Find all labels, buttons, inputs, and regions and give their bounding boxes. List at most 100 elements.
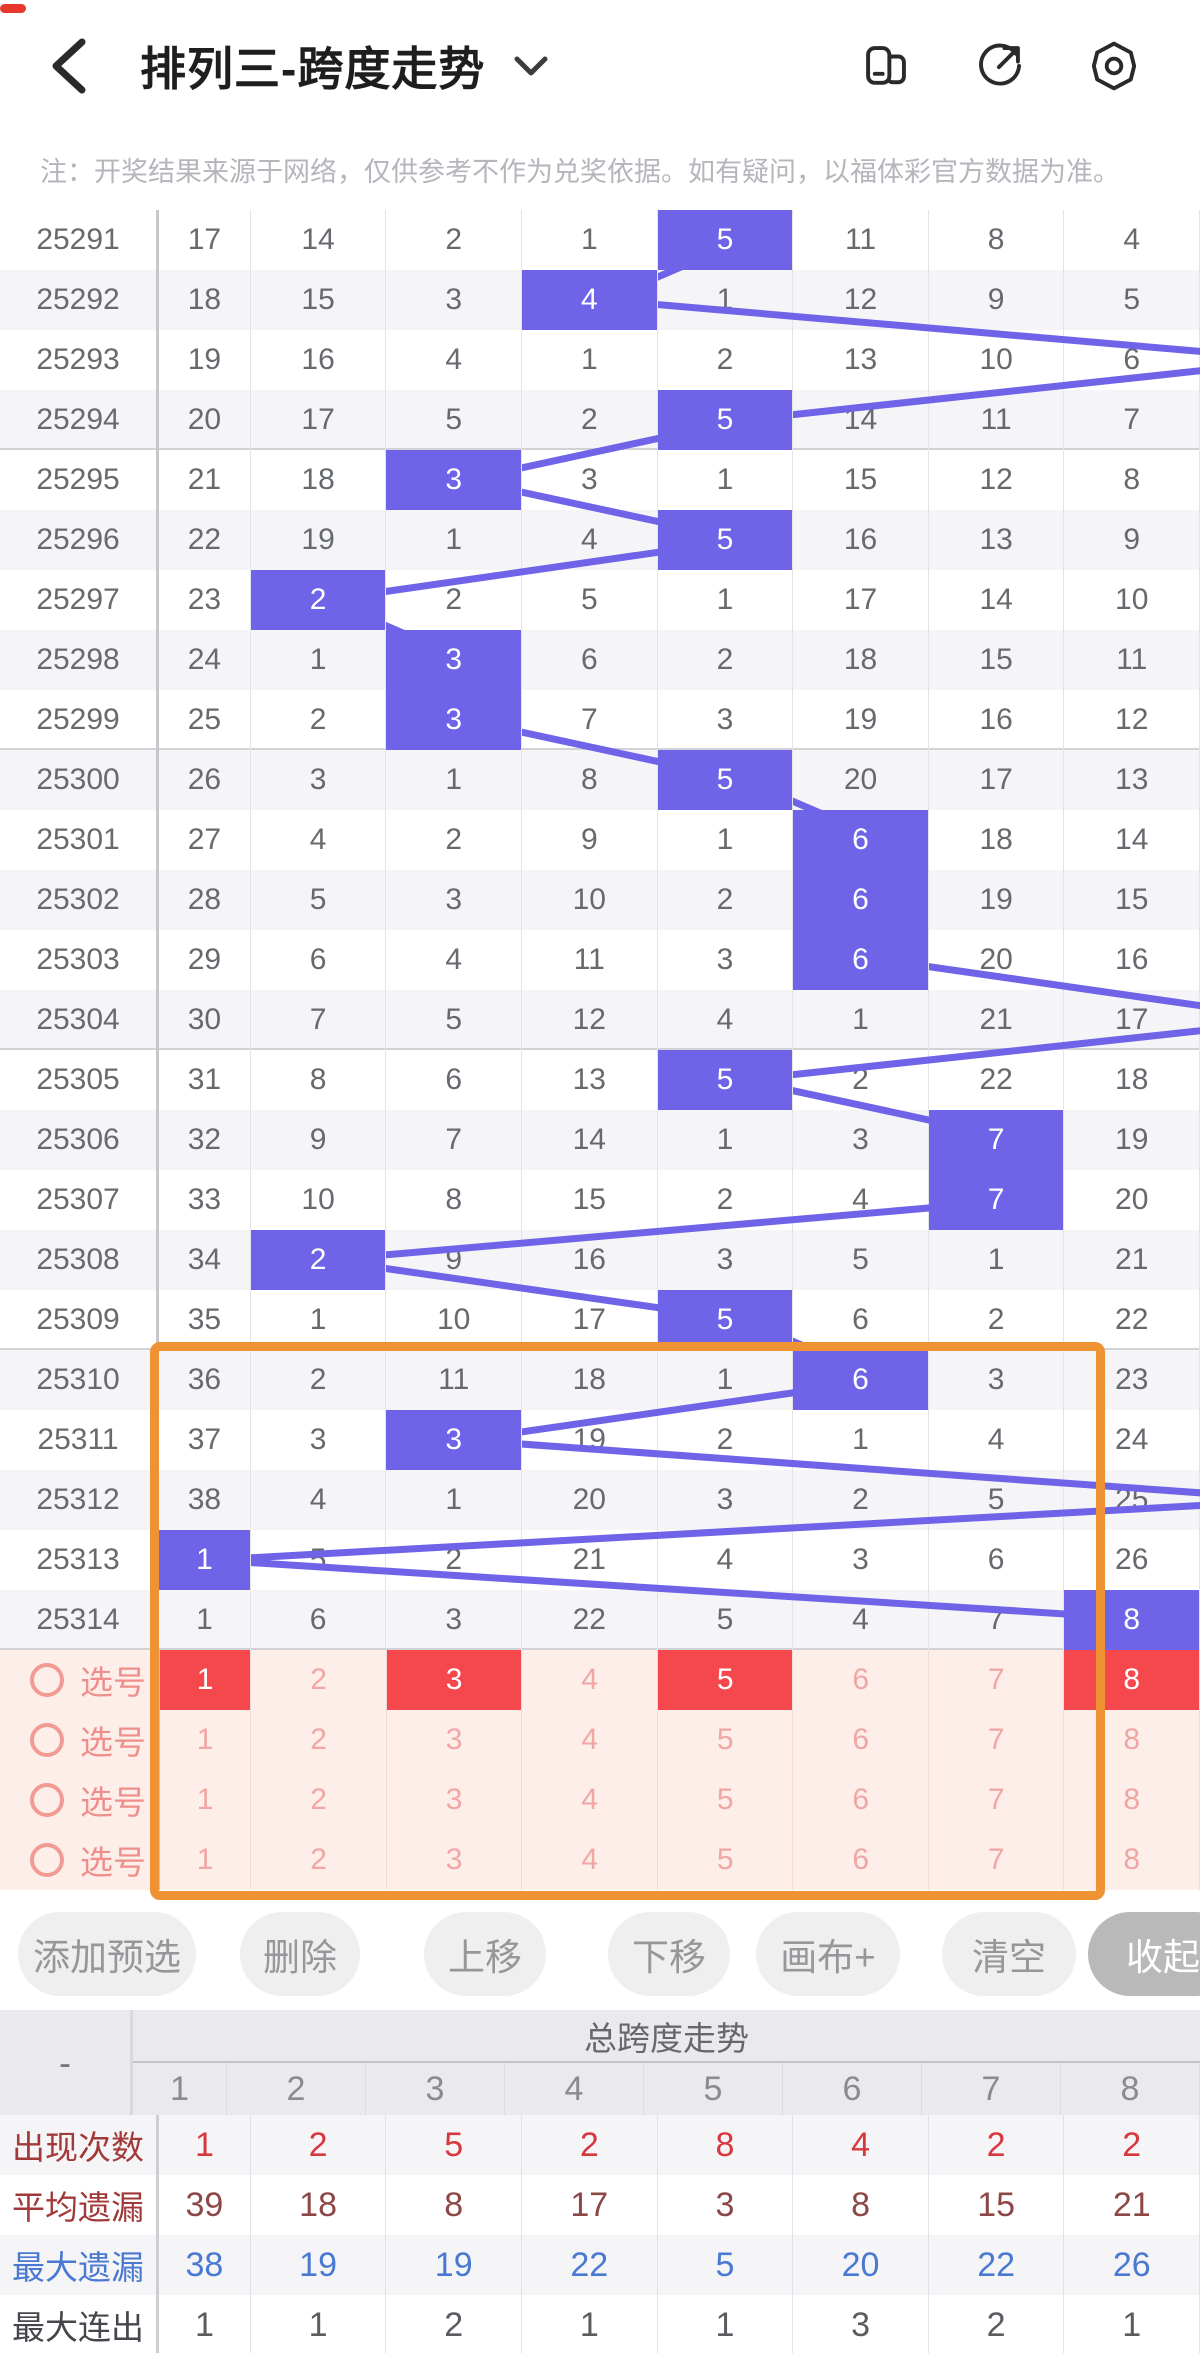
select-number-cell[interactable]: 6 xyxy=(793,1830,929,1890)
trend-cell: 22 xyxy=(522,1590,658,1650)
header-bar: 排列三-跨度走势 xyxy=(0,16,1200,116)
select-number-cell[interactable]: 8 xyxy=(1064,1710,1200,1770)
stats-value-cell: 21 xyxy=(1064,2175,1200,2235)
select-number-cell[interactable]: 3 xyxy=(387,1770,523,1830)
select-number-cell[interactable]: 8 xyxy=(1064,1770,1200,1830)
select-number-cell[interactable]: 7 xyxy=(929,1770,1065,1830)
trend-cell: 5 xyxy=(1064,270,1200,330)
trend-cell: 3 xyxy=(522,450,658,510)
select-radio[interactable] xyxy=(30,1663,64,1697)
select-number-cell[interactable]: 2 xyxy=(251,1650,387,1710)
trend-cell: 3 xyxy=(793,1530,929,1590)
chevron-down-icon[interactable] xyxy=(513,54,549,78)
select-number-cell[interactable]: 3 xyxy=(387,1830,523,1890)
toolbar-button-1[interactable]: 添加预选 xyxy=(18,1912,196,1996)
select-number-cell[interactable]: 6 xyxy=(793,1770,929,1830)
trend-cell: 19 xyxy=(251,510,387,570)
stats-row: 出现次数 1 2 5 2 8 4 2 2 xyxy=(0,2115,1200,2175)
select-number-cell[interactable]: 3 xyxy=(387,1710,523,1770)
stats-value-cell: 3 xyxy=(793,2295,929,2353)
select-radio[interactable] xyxy=(30,1723,64,1757)
trend-cell: 34 xyxy=(159,1230,251,1290)
trend-cell: 16 xyxy=(793,510,929,570)
stats-value-cell: 19 xyxy=(386,2235,522,2295)
trend-cell: 7 xyxy=(522,690,658,750)
toolbar-button-5[interactable]: 画布+ xyxy=(756,1912,900,1996)
select-number-cell[interactable]: 1 xyxy=(160,1830,252,1890)
period-label: 25313 xyxy=(0,1530,160,1590)
select-number-cell[interactable]: 2 xyxy=(251,1770,387,1830)
select-row-header: 选号 xyxy=(0,1710,160,1770)
select-number-cell[interactable]: 4 xyxy=(522,1830,658,1890)
trend-row: 25311 37 3 3 19 2 1 4 24 xyxy=(0,1410,1200,1470)
select-number-cell[interactable]: 5 xyxy=(658,1710,794,1770)
trend-cell: 19 xyxy=(929,870,1065,930)
period-label: 25309 xyxy=(0,1290,160,1350)
select-number-cell[interactable]: 3 xyxy=(386,1650,523,1710)
select-number-cell[interactable]: 5 xyxy=(658,1770,794,1830)
select-radio[interactable] xyxy=(30,1783,64,1817)
trend-cell: 4 xyxy=(658,1530,794,1590)
stats-value-cell: 19 xyxy=(251,2235,387,2295)
trend-row: 25294 20 17 5 2 5 14 11 7 xyxy=(0,390,1200,450)
select-number-cell[interactable]: 1 xyxy=(160,1710,252,1770)
trend-cell: 19 xyxy=(159,330,251,390)
select-number-cell[interactable]: 4 xyxy=(522,1710,658,1770)
trend-cell: 22 xyxy=(929,1050,1065,1110)
toolbar-button-6[interactable]: 清空 xyxy=(942,1912,1076,1996)
trend-cell: 12 xyxy=(929,450,1065,510)
trend-row: 25298 24 1 3 6 2 18 15 11 xyxy=(0,630,1200,690)
period-label: 25303 xyxy=(0,930,160,990)
switch-window-icon[interactable] xyxy=(858,38,914,94)
select-number-cell[interactable]: 5 xyxy=(658,1830,794,1890)
select-number-cell[interactable]: 2 xyxy=(251,1710,387,1770)
toolbar-button-2[interactable]: 删除 xyxy=(240,1912,360,1996)
select-number-cell[interactable]: 1 xyxy=(160,1770,252,1830)
select-number-cell[interactable]: 7 xyxy=(929,1650,1065,1710)
trend-cell-highlight: 2 xyxy=(250,570,387,630)
period-label: 25301 xyxy=(0,810,160,870)
share-icon[interactable] xyxy=(972,38,1028,94)
trend-cell: 4 xyxy=(793,1170,929,1230)
select-number-cell[interactable]: 6 xyxy=(793,1710,929,1770)
trend-cell: 2 xyxy=(386,1530,522,1590)
select-number-cell[interactable]: 7 xyxy=(929,1710,1065,1770)
select-number-cell[interactable]: 4 xyxy=(522,1650,658,1710)
select-number-cell[interactable]: 8 xyxy=(1064,1830,1200,1890)
settings-icon[interactable] xyxy=(1086,38,1142,94)
select-number-cell[interactable]: 1 xyxy=(159,1650,252,1710)
trend-cell: 4 xyxy=(386,930,522,990)
trend-cell-highlight: 6 xyxy=(793,1350,929,1410)
trend-cell-highlight: 6 xyxy=(793,930,929,990)
select-radio[interactable] xyxy=(30,1843,64,1877)
select-number-cell[interactable]: 7 xyxy=(929,1830,1065,1890)
trend-cell: 31 xyxy=(159,1050,251,1110)
select-number-cell[interactable]: 8 xyxy=(1064,1650,1200,1710)
select-number-cell[interactable]: 4 xyxy=(522,1770,658,1830)
trend-row: 25293 19 16 4 1 2 13 10 6 xyxy=(0,330,1200,390)
toolbar-button-3[interactable]: 上移 xyxy=(424,1912,546,1996)
select-number-cell[interactable]: 2 xyxy=(251,1830,387,1890)
trend-cell: 26 xyxy=(159,750,251,810)
trend-cell: 16 xyxy=(929,690,1065,750)
toolbar-button-4[interactable]: 下移 xyxy=(608,1912,730,1996)
trend-cell: 3 xyxy=(793,1110,929,1170)
stats-value-cell: 22 xyxy=(929,2235,1065,2295)
trend-row: 25305 31 8 6 13 5 2 22 18 xyxy=(0,1050,1200,1110)
trend-cell: 14 xyxy=(793,390,929,450)
select-number-cell[interactable]: 5 xyxy=(657,1650,794,1710)
trend-cell: 13 xyxy=(522,1050,658,1110)
trend-cell: 21 xyxy=(1064,1230,1200,1290)
back-icon[interactable] xyxy=(46,37,90,95)
period-label: 25307 xyxy=(0,1170,160,1230)
trend-cell: 2 xyxy=(658,330,794,390)
trend-cell-highlight: 3 xyxy=(386,1410,522,1470)
trend-cell: 4 xyxy=(522,510,658,570)
trend-cell: 5 xyxy=(929,1470,1065,1530)
trend-cell: 22 xyxy=(1064,1290,1200,1350)
select-number-cell[interactable]: 6 xyxy=(793,1650,929,1710)
collapse-button[interactable]: 收起 xyxy=(1088,1912,1200,1996)
